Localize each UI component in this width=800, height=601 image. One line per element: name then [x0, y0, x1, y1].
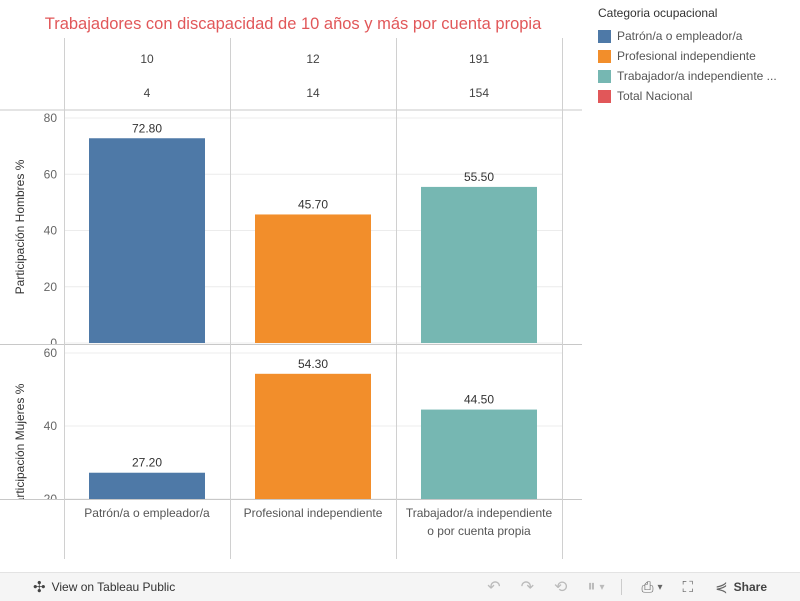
header-cell: 154 — [469, 86, 489, 100]
y-axis-label: Participación Mujeres % — [13, 383, 27, 512]
bar — [255, 214, 371, 343]
pause-icon[interactable]: ⏸ — [587, 578, 596, 595]
legend-label: Patrón/a o empleador/a — [617, 29, 743, 43]
download-dropdown-icon[interactable]: ▾ — [657, 581, 663, 593]
legend-swatch — [598, 29, 611, 43]
legend-swatch — [598, 69, 611, 83]
legend-swatch — [598, 49, 611, 63]
bar — [89, 472, 205, 499]
header-cell: 12 — [306, 52, 320, 66]
y-tick-label: 80 — [44, 111, 58, 125]
y-tick-label: 40 — [44, 224, 58, 238]
category-label: Patrón/a o empleador/a — [84, 506, 210, 520]
view-on-tableau-label: View on Tableau Public — [51, 580, 176, 594]
header-cell: 191 — [469, 52, 489, 66]
bar — [255, 373, 371, 499]
bar-value-label: 54.30 — [298, 357, 328, 371]
category-label: Trabajador/a independiente — [406, 506, 553, 520]
y-tick-label: 20 — [44, 492, 58, 506]
legend: Categoria ocupacional Patrón/a o emplead… — [598, 6, 798, 106]
bar-value-label: 72.80 — [132, 121, 162, 135]
legend-item[interactable]: Trabajador/a independiente ... — [598, 66, 798, 86]
legend-item[interactable]: Total Nacional — [598, 86, 798, 106]
header-cell: 10 — [140, 52, 154, 66]
y-tick-label: 0 — [50, 336, 57, 350]
bar — [421, 186, 537, 343]
pause-dropdown-icon[interactable]: ▾ — [599, 581, 605, 593]
bar-value-label: 45.70 — [298, 197, 328, 211]
bar — [421, 409, 537, 499]
category-label: o por cuenta propia — [427, 524, 531, 538]
legend-items: Patrón/a o empleador/a Profesional indepe… — [598, 26, 798, 106]
legend-label: Trabajador/a independiente ... — [617, 69, 777, 83]
legend-label: Total Nacional — [617, 89, 693, 103]
tableau-logo-icon: ✣ — [33, 579, 46, 596]
chart: Trabajadores con discapacidad de 10 años… — [0, 15, 582, 559]
chart-title: Trabajadores con discapacidad de 10 años… — [45, 15, 542, 33]
fullscreen-icon[interactable]: ⛶ — [682, 578, 694, 596]
bar-value-label: 27.20 — [132, 456, 162, 470]
share-label: Share — [733, 580, 767, 594]
share-icon: ⋞ — [715, 579, 728, 596]
header-cell: 4 — [144, 86, 151, 100]
y-tick-label: 60 — [44, 346, 58, 360]
y-tick-label: 40 — [44, 419, 58, 433]
legend-label: Profesional independiente — [617, 49, 756, 63]
header-cell: 14 — [306, 86, 320, 100]
download-icon[interactable]: ⎙ — [641, 578, 654, 596]
redo-icon[interactable]: ↷ — [520, 579, 535, 596]
y-tick-label: 60 — [44, 167, 58, 181]
legend-item[interactable]: Profesional independiente — [598, 46, 798, 66]
revert-icon[interactable]: ⟲ — [554, 579, 568, 596]
undo-icon[interactable]: ↶ — [487, 579, 501, 596]
bar — [89, 138, 205, 343]
legend-swatch — [598, 89, 611, 103]
bar-value-label: 55.50 — [464, 170, 494, 184]
toolbar: ✣ View on Tableau Public ↶ ↷ ⟲ ⏸ ▾ ⎙ ▾ ⛶… — [0, 572, 800, 601]
legend-title: Categoria ocupacional — [598, 6, 718, 20]
y-axis-label: Participación Hombres % — [13, 159, 27, 294]
view-on-tableau-button[interactable]: ✣ View on Tableau Public — [33, 578, 175, 596]
category-label: Profesional independiente — [244, 506, 383, 520]
toolbar-divider — [620, 579, 622, 595]
plot-area: 10 12 191 4 14 154 72.80 45.70 55.50 0 20 40 60 80 Par… — [0, 38, 582, 559]
y-tick-label: 20 — [44, 280, 58, 294]
legend-item[interactable]: Patrón/a o empleador/a — [598, 26, 798, 46]
bar-value-label: 44.50 — [464, 393, 494, 407]
share-button[interactable]: ⋞ Share — [715, 578, 767, 596]
